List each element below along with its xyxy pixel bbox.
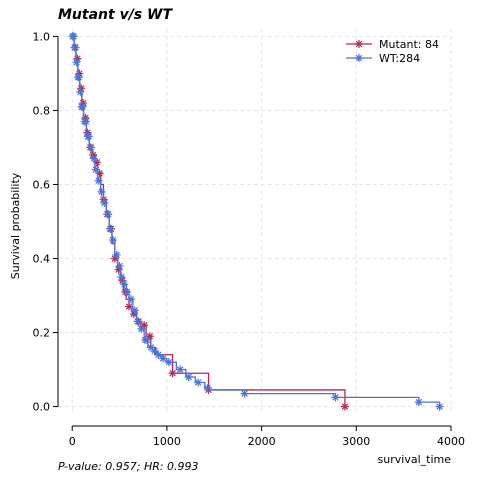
censor-mark	[78, 102, 87, 111]
censor-mark	[104, 210, 113, 219]
censor-mark	[95, 169, 104, 178]
censor-mark	[140, 321, 149, 330]
censor-mark	[77, 84, 86, 93]
survival-curve-0	[72, 35, 346, 407]
censor-mark	[106, 224, 115, 233]
y-tick-label: 0.8	[33, 104, 51, 117]
series-1	[68, 32, 444, 411]
censor-mark	[126, 295, 135, 304]
x-tick-label: 0	[69, 435, 76, 448]
censor-mark	[176, 365, 185, 374]
censor-mark	[203, 384, 212, 393]
censor-mark	[71, 43, 80, 52]
censor-mark	[159, 354, 168, 363]
censor-mark	[164, 358, 173, 367]
series-0	[69, 32, 349, 411]
censor-mark	[120, 280, 129, 289]
censor-mark	[73, 54, 82, 63]
censor-mark	[117, 273, 126, 282]
censor-mark	[414, 398, 423, 407]
legend-marker-0	[355, 40, 363, 48]
censor-mark	[81, 117, 90, 126]
censor-mark	[76, 87, 85, 96]
censor-mark	[89, 154, 98, 163]
axes: 0.0 0.2 0.4 0.6 0.8 1.0 0 1000 2000 3000 4000	[33, 30, 466, 448]
censor-mark	[184, 372, 193, 381]
censor-mark	[72, 58, 81, 67]
censor-mark	[100, 198, 109, 207]
x-tick-label: 3000	[342, 435, 370, 448]
censor-mark	[435, 402, 444, 411]
censor-mark	[168, 369, 177, 378]
censor-mark	[112, 250, 121, 259]
censor-mark	[146, 343, 155, 352]
legend-label-0: Mutant: 84	[379, 38, 439, 51]
legend-label-1: WT:284	[379, 52, 420, 65]
series-layer	[68, 32, 444, 411]
censor-mark	[340, 402, 349, 411]
censor-mark	[108, 236, 117, 245]
censor-mark	[240, 389, 249, 398]
censor-mark	[143, 335, 152, 344]
censor-mark	[94, 176, 103, 185]
censor-mark	[97, 187, 106, 196]
censor-mark	[92, 158, 101, 167]
censor-mark	[125, 302, 134, 311]
x-axis-label: survival_time	[378, 453, 452, 466]
y-tick-label: 0.2	[33, 327, 51, 340]
censor-mark	[130, 306, 139, 315]
stats-footer: P-value: 0.957; HR: 0.993	[58, 460, 199, 473]
survival-curve-1	[72, 35, 441, 407]
censor-mark	[84, 132, 93, 141]
censor-mark	[204, 385, 213, 394]
censor-mark	[89, 150, 98, 159]
censor-mark	[194, 378, 203, 387]
censor-mark	[115, 261, 124, 270]
y-tick-label: 0.0	[33, 401, 51, 414]
censor-mark	[145, 332, 154, 341]
censor-mark	[137, 324, 146, 333]
x-tick-label: 1000	[153, 435, 181, 448]
y-axis-label: Survival probability	[9, 172, 22, 279]
y-tick-label: 0.4	[33, 253, 51, 266]
y-tick-label: 1.0	[33, 30, 51, 43]
grid-lines	[58, 29, 452, 414]
censor-mark	[154, 350, 163, 359]
censor-mark	[110, 254, 119, 263]
censor-mark	[91, 165, 100, 174]
censor-mark	[331, 393, 340, 402]
legend-marker-1	[355, 54, 363, 62]
censor-mark	[150, 347, 159, 356]
censor-mark	[118, 276, 127, 285]
censor-mark	[129, 310, 138, 319]
censor-mark	[69, 32, 78, 41]
x-tick-label: 4000	[437, 435, 465, 448]
censor-mark	[114, 265, 123, 274]
censor-mark	[133, 317, 142, 326]
censor-mark	[74, 73, 83, 82]
censor-mark	[87, 143, 96, 152]
censor-mark	[123, 287, 132, 296]
y-tick-label: 0.6	[33, 178, 51, 191]
x-tick-label: 2000	[248, 435, 276, 448]
chart-title: Mutant v/s WT	[58, 7, 173, 23]
